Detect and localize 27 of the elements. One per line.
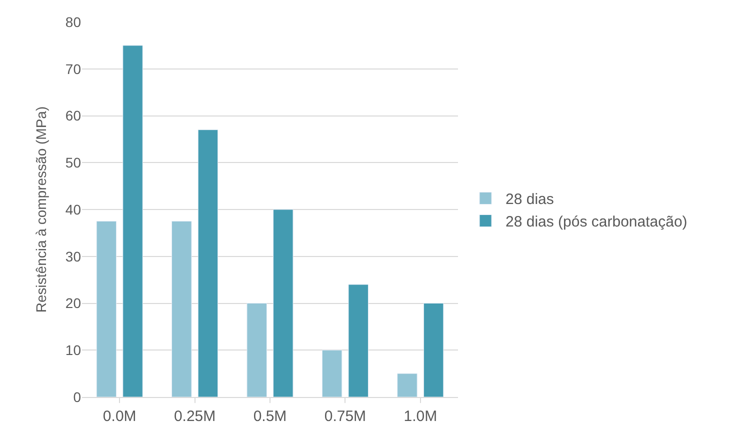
y-tick-label: 40 <box>65 201 82 218</box>
y-tick-label: 80 <box>65 14 82 30</box>
x-tick-label: 1.0M <box>404 408 438 425</box>
y-tick-label: 60 <box>65 108 82 124</box>
x-tick-label: 0.5M <box>253 408 287 425</box>
x-tick-label: 0.25M <box>174 408 216 425</box>
bar <box>172 220 192 397</box>
bar <box>198 130 218 397</box>
bar <box>96 220 117 397</box>
bar <box>423 303 444 397</box>
y-tick-label: 50 <box>65 154 82 171</box>
x-tick-label: 0.75M <box>324 408 366 425</box>
y-tick-label: 0 <box>73 388 82 405</box>
y-tick-label: 10 <box>65 342 82 358</box>
y-tick-label: 20 <box>65 295 82 312</box>
y-tick-label: 30 <box>65 248 82 264</box>
y-axis-title: Resistência à compressão (MPa) <box>33 106 50 313</box>
legend-label: 28 dias <box>506 191 554 208</box>
bar <box>322 350 342 397</box>
bar <box>397 373 418 397</box>
y-tick-label: 70 <box>65 60 82 77</box>
bar <box>348 284 368 397</box>
legend-label: 28 dias (pós carbonatação) <box>506 214 688 231</box>
bar <box>246 303 267 397</box>
x-tick-label: 0.0M <box>102 408 136 425</box>
bar <box>122 45 143 397</box>
bar <box>273 209 294 397</box>
